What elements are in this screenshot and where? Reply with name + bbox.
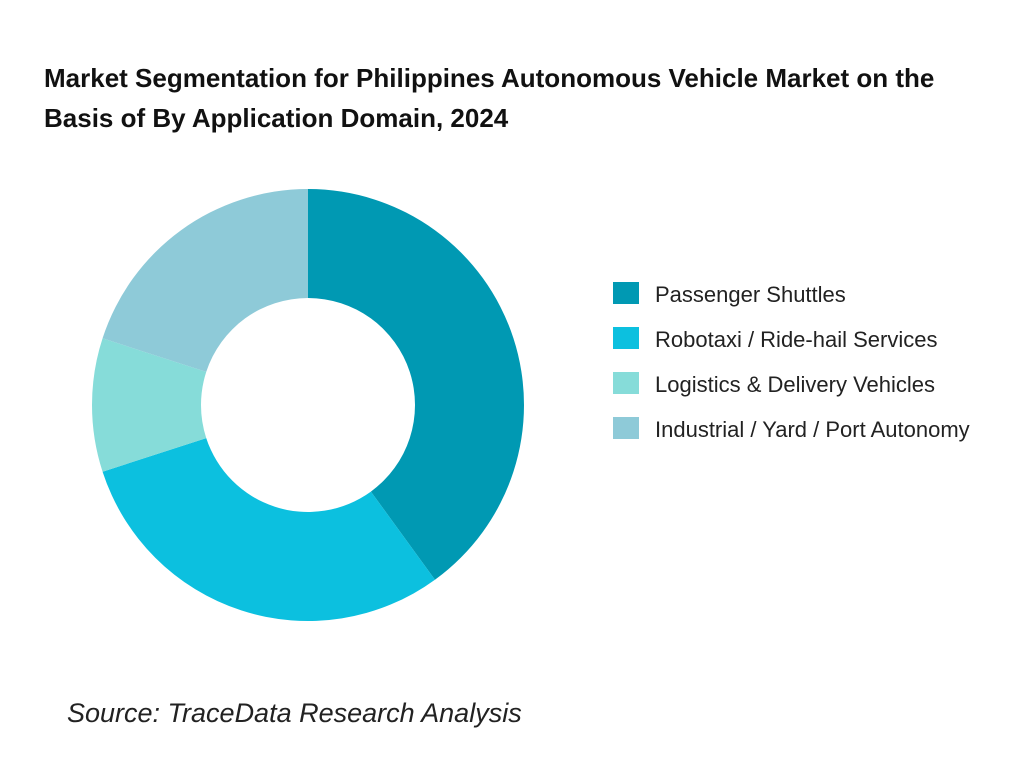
legend-swatch bbox=[613, 372, 639, 394]
legend-swatch bbox=[613, 417, 639, 439]
legend-item: Logistics & Delivery Vehicles bbox=[613, 368, 1013, 401]
donut-segment bbox=[92, 338, 207, 472]
donut-segment bbox=[102, 189, 308, 372]
legend-swatch bbox=[613, 327, 639, 349]
legend-item: Industrial / Yard / Port Autonomy bbox=[613, 413, 1013, 446]
legend-swatch bbox=[613, 282, 639, 304]
source-note: Source: TraceData Research Analysis bbox=[67, 698, 522, 728]
chart bbox=[92, 189, 524, 621]
legend-label: Industrial / Yard / Port Autonomy bbox=[655, 417, 970, 442]
legend-item: Robotaxi / Ride-hail Services bbox=[613, 323, 1013, 356]
donut-segment bbox=[308, 189, 524, 580]
legend-label: Logistics & Delivery Vehicles bbox=[655, 372, 936, 397]
legend-label: Passenger Shuttles bbox=[655, 282, 846, 307]
legend: Passenger Shuttles Robotaxi / Ride-hail S… bbox=[613, 278, 1013, 458]
donut-segment bbox=[102, 438, 435, 621]
legend-label: Robotaxi / Ride-hail Services bbox=[655, 327, 938, 352]
chart-title: Market Segmentation for Philippines Auto… bbox=[44, 63, 935, 133]
legend-item: Passenger Shuttles bbox=[613, 278, 1013, 311]
